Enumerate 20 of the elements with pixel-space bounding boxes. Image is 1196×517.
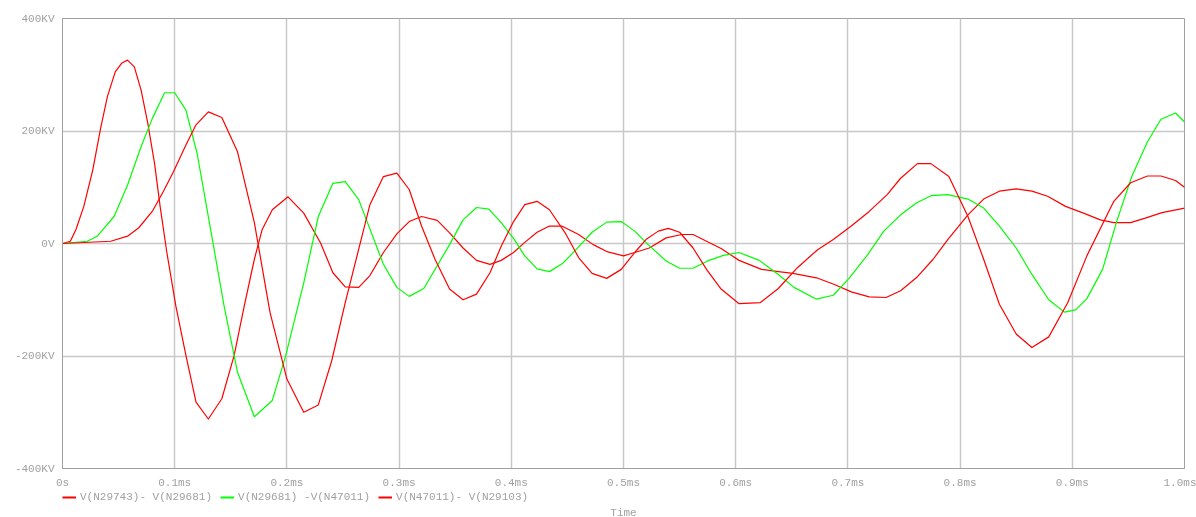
x-tick-label: 0.5ms xyxy=(607,476,641,489)
x-axis-title: Time xyxy=(610,506,637,517)
x-tick-label: 0.7ms xyxy=(831,476,865,489)
legend-label: V(N29743)- V(N29681) xyxy=(80,491,213,503)
y-tick-label: -400KV xyxy=(14,462,55,475)
y-tick-label: 400KV xyxy=(21,12,55,25)
y-tick-label: -200KV xyxy=(14,350,55,362)
y-tick-label: 200KV xyxy=(21,125,55,137)
x-tick-label: 0s xyxy=(55,476,70,489)
x-tick-label: 0.4ms xyxy=(494,476,528,489)
y-tick-label: 0V xyxy=(41,237,55,250)
legend-label: V(N47011)- V(N29103) xyxy=(396,491,529,503)
x-tick-label: 0.3ms xyxy=(382,476,416,489)
x-tick-label: 0.9ms xyxy=(1055,476,1089,489)
legend-label: V(N29681) -V(N47011) xyxy=(238,491,371,503)
x-tick-label: 1.0ms xyxy=(1163,476,1196,489)
x-tick-label: 0.2ms xyxy=(270,476,304,489)
x-tick-label: 0.8ms xyxy=(943,476,977,489)
x-tick-label: 0.1ms xyxy=(158,476,192,489)
x-tick-label: 0.6ms xyxy=(719,476,753,489)
